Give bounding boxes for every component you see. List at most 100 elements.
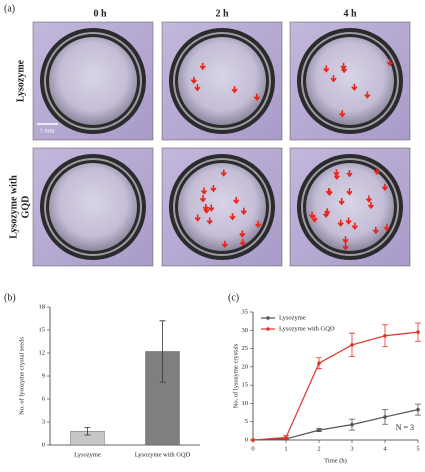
y-tick-label: 15 (39, 326, 46, 333)
arrow (202, 204, 209, 212)
legend-label: Lysozyme (279, 314, 306, 321)
arrow (253, 93, 261, 102)
dish-ring (173, 32, 271, 130)
arrow (386, 58, 393, 67)
error-bar (159, 320, 166, 383)
arrow (339, 110, 346, 118)
y-tick-label: 0 (245, 436, 248, 443)
arrow (311, 215, 318, 223)
dish-well (49, 163, 137, 251)
arrow (200, 187, 208, 195)
arrow (199, 62, 206, 71)
marker (284, 435, 288, 440)
row-label: Lysozyme with (8, 175, 19, 239)
x-tick-label: 5 (416, 445, 419, 452)
error-bar (84, 426, 91, 436)
y-tick-label: 20 (242, 363, 249, 370)
arrow (373, 167, 381, 175)
arrow (364, 91, 371, 99)
arrow (194, 84, 201, 92)
arrow (206, 217, 213, 225)
marker (416, 407, 420, 412)
marker (416, 330, 420, 334)
y-tick-label: 10 (242, 400, 249, 407)
panel-label: (b) (4, 292, 16, 303)
arrow (351, 83, 358, 92)
dish-well (49, 37, 137, 125)
x-tick-label: Lysozyme (74, 451, 101, 458)
y-tick-label: 9 (42, 372, 45, 379)
arrow (220, 169, 227, 177)
arrow (190, 76, 197, 84)
arrow (210, 185, 217, 193)
dish-well (306, 163, 394, 251)
arrow (325, 188, 332, 196)
y-tick-label: 5 (245, 418, 248, 425)
y-axis-label: No. of lysozyme crystal seeds (18, 337, 25, 415)
arrow (342, 243, 349, 251)
marker (317, 428, 321, 432)
series-line (252, 331, 419, 441)
arrow (239, 239, 246, 247)
arrow (372, 226, 379, 235)
x-tick-label: 2 (317, 445, 320, 452)
arrow (346, 169, 353, 178)
arrow (383, 224, 391, 232)
arrow (337, 219, 344, 227)
y-tick-label: 25 (242, 345, 249, 352)
dish-ring (44, 158, 142, 256)
arrow (308, 211, 316, 219)
dish-ring (44, 32, 142, 130)
legend-label: Lysozyme with GQD (279, 325, 335, 332)
marker (383, 415, 387, 419)
arrow (338, 198, 345, 206)
row-label: GQD (20, 196, 31, 219)
arrow (365, 195, 373, 203)
panel-label: (a) (4, 3, 15, 14)
arrow (381, 183, 389, 191)
dish-well (178, 163, 266, 251)
y-tick-label: 12 (39, 349, 46, 356)
column-header: 4 h (343, 8, 357, 19)
dish-well (178, 37, 266, 125)
y-tick-label: 30 (242, 327, 249, 334)
annotation: N = 3 (396, 423, 414, 432)
row-label: Lysozyme (15, 59, 26, 102)
arrow (367, 201, 375, 210)
arrow (351, 222, 358, 230)
scale-bar-label: 1 mm (40, 127, 55, 134)
x-tick-label: 3 (350, 445, 353, 452)
y-tick-label: 6 (42, 395, 46, 402)
x-axis-label: Time (h) (324, 457, 347, 464)
column-header: 0 h (93, 8, 107, 19)
arrow (239, 230, 246, 238)
arrow (323, 65, 330, 73)
y-tick-label: 15 (242, 382, 249, 389)
marker (251, 438, 255, 442)
dish-ring (301, 32, 399, 130)
y-axis-label: No. of lysozyme crystals (232, 343, 239, 408)
arrow (231, 86, 238, 94)
marker (350, 422, 354, 427)
arrow (194, 214, 201, 222)
x-tick-label: Lysozyme with GQD (135, 451, 191, 458)
marker (350, 343, 354, 347)
series-line (252, 409, 419, 441)
photo-grid (32, 21, 411, 267)
marker (383, 333, 387, 338)
arrow (221, 240, 228, 248)
x-tick-label: 1 (284, 445, 287, 452)
y-tick-label: 0 (42, 441, 45, 448)
arrow (229, 213, 236, 221)
dish-ring (301, 158, 399, 256)
x-tick-label: 4 (383, 445, 387, 452)
panel-label: (c) (228, 292, 239, 303)
dish-ring (173, 158, 271, 256)
arrow (233, 196, 240, 205)
arrow (346, 188, 353, 196)
arrow (255, 220, 262, 229)
legend-marker (266, 327, 270, 331)
arrow (199, 195, 207, 203)
arrow (208, 204, 215, 212)
